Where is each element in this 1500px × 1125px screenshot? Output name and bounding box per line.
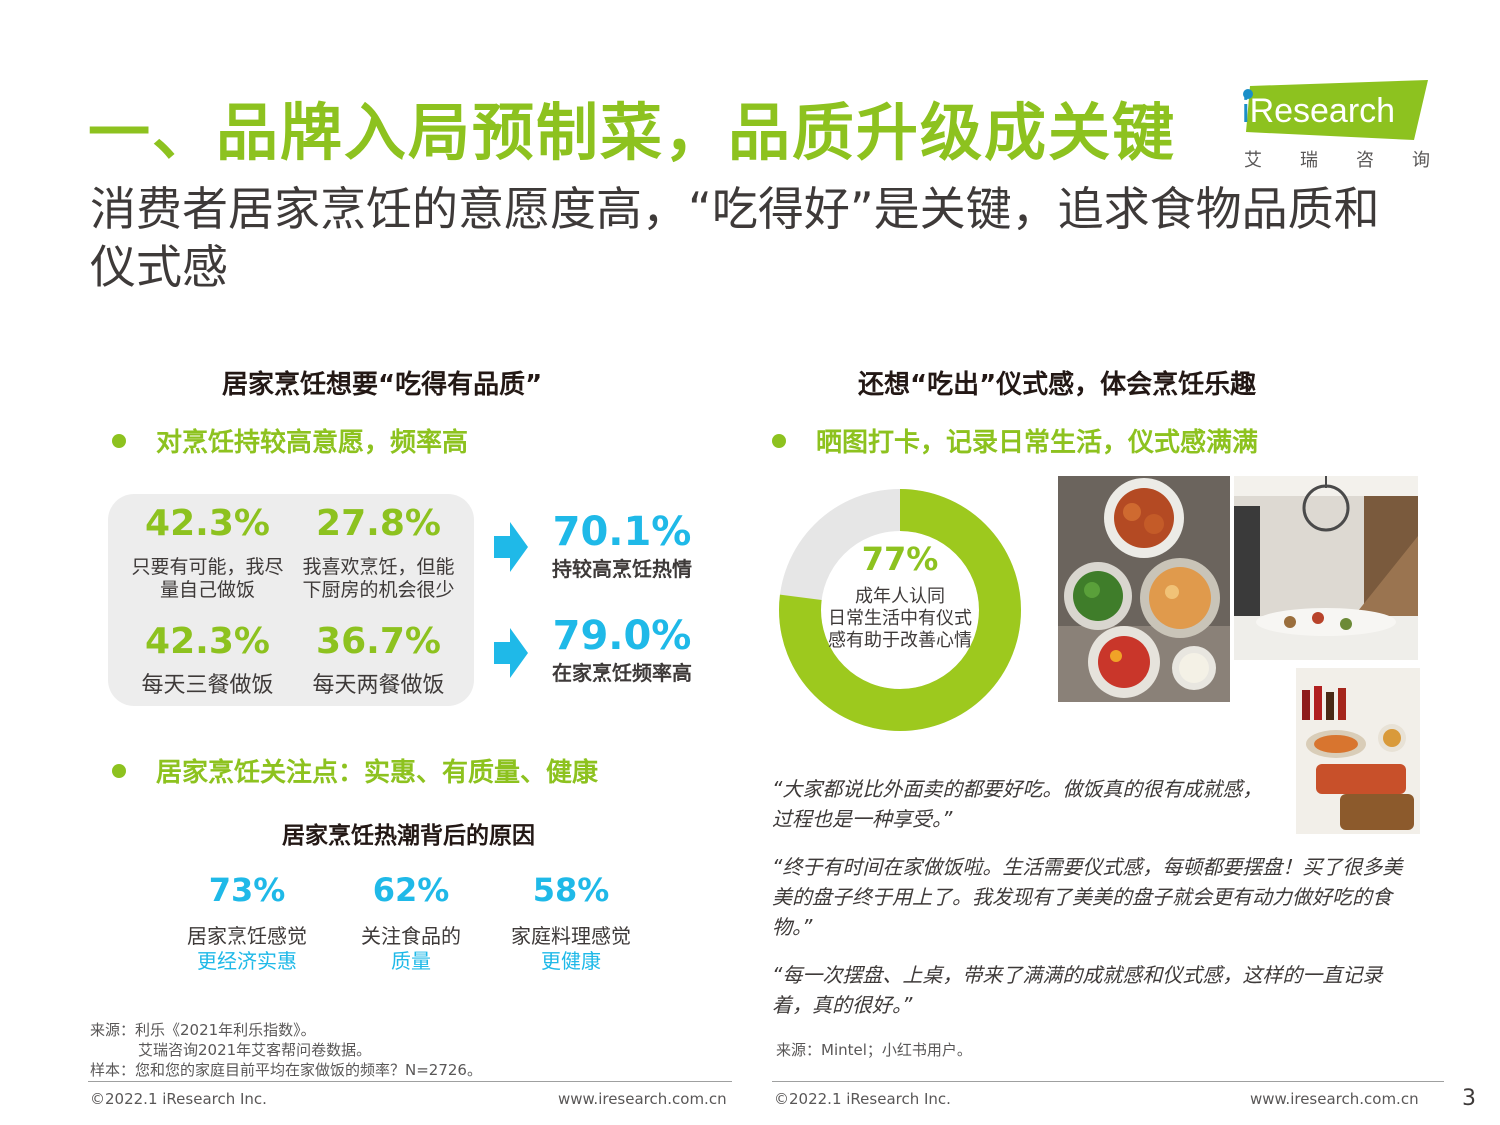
quote-1: “大家都说比外面卖的都要好吃。做饭真的很有成就感，过程也是一种享受。”	[772, 777, 1263, 831]
donut-caption-line: 成年人认同	[855, 586, 945, 607]
donut-caption: 成年人认同 日常生活中有仪式 感有助于改善心情	[800, 586, 1000, 652]
footer-url-left: www.iresearch.com.cn	[558, 1090, 727, 1108]
donut-percent: 77%	[861, 540, 939, 578]
quote-2: “终于有时间在家做饭啦。生活需要仪式感，每顿都要摆盘！买了很多美美的盘子终于用上…	[772, 855, 1403, 939]
page-title: 一、品牌入局预制菜，品质升级成关键	[88, 96, 1177, 169]
stat-percent: 42.3%	[145, 621, 270, 662]
table-dishes-photo-art	[1296, 668, 1420, 834]
footer-url-right: www.iresearch.com.cn	[1250, 1090, 1419, 1108]
result-label: 在家烹饪频率高	[552, 661, 692, 685]
result-percent: 70.1%	[552, 509, 692, 555]
left-source: 来源：利乐《2021年利乐指数》。 艾瑞咨询2021年艾客帮问卷数据。 样本：您…	[90, 1020, 482, 1080]
stat-percent: 42.3%	[145, 503, 270, 544]
donut-caption-line: 日常生活中有仪式	[828, 608, 972, 629]
donut-chart	[779, 489, 1021, 731]
logo-plate-shape	[1243, 80, 1428, 140]
reason-percent: 58%	[532, 871, 610, 909]
stat-description: 我喜欢烹饪，但能 下厨房的机会很少	[291, 556, 466, 602]
page-subtitle: 消费者居家烹饪的意愿度高，“吃得好”是关键，追求食物品质和仪式感	[90, 182, 1380, 294]
stat-desc-line: 我喜欢烹饪，但能	[302, 556, 455, 578]
reason-block: 58% 家庭料理感觉 更健康	[486, 870, 656, 974]
source-line: 艾瑞咨询2021年艾客帮问卷数据。	[138, 1041, 372, 1059]
right-source: 来源：Mintel；小红书用户。	[776, 1041, 972, 1059]
result-block: 70.1% 持较高烹饪热情	[542, 508, 702, 582]
donut-caption-line: 感有助于改善心情	[828, 630, 972, 651]
stat-desc-line: 只要有可能，我尽	[131, 556, 284, 578]
stat-box: 42.3% 只要有可能，我尽 量自己做饭 27.8% 我喜欢烹饪，但能 下厨房的…	[108, 494, 474, 706]
result-percent: 79.0%	[552, 613, 692, 659]
left-bullet-2: 居家烹饪关注点：实惠、有质量、健康	[112, 752, 598, 789]
result-label: 持较高烹饪热情	[552, 557, 692, 581]
logo-cn-char: 询	[1412, 150, 1430, 171]
stat-description: 每天两餐做饭	[312, 673, 445, 698]
stat-percent: 27.8%	[316, 503, 441, 544]
dining-room-photo	[1234, 476, 1418, 660]
arrow-right-icon	[494, 628, 528, 678]
logo-wordmark: iResearch	[1242, 92, 1395, 131]
logo-cn-char: 艾	[1244, 150, 1262, 171]
stat-desc-line: 量自己做饭	[159, 579, 255, 601]
source-line: 样本：您和您的家庭目前平均在家做饭的频率？N=2726。	[90, 1061, 482, 1079]
right-section-heading: 还想“吃出”仪式感，体会烹饪乐趣	[858, 370, 1257, 400]
quote-3: “每一次摆盘、上桌，带来了满满的成就感和仪式感，这样的一直记录着，真的很好。”	[772, 963, 1383, 1017]
stat-cell: 42.3% 每天三餐做饭	[120, 620, 295, 700]
stat-description: 只要有可能，我尽 量自己做饭	[120, 556, 295, 602]
stat-desc-line: 下厨房的机会很少	[302, 579, 455, 601]
logo-cn-text: 艾 瑞 咨 询	[1244, 146, 1430, 172]
logo-cn-char: 咨	[1356, 150, 1374, 171]
footer-divider-left	[88, 1081, 732, 1082]
footer-copyright-right: ©2022.1 iResearch Inc.	[774, 1090, 951, 1108]
bullet-dot-icon	[112, 433, 126, 448]
reason-highlight: 更健康	[541, 949, 601, 973]
logo-i: i	[1242, 92, 1250, 130]
left-bullet-2-text: 居家烹饪关注点：实惠、有质量、健康	[156, 758, 599, 788]
reason-highlight: 质量	[391, 949, 431, 973]
logo-research: Research	[1249, 92, 1396, 130]
table-dishes-photo	[1296, 668, 1420, 834]
food-photo-plates-art	[1058, 476, 1230, 702]
reason-line: 关注食品的	[361, 924, 461, 948]
page-number: 3	[1462, 1086, 1476, 1111]
left-bullet-1-text: 对烹饪持较高意愿，频率高	[156, 428, 469, 458]
iresearch-logo: iResearch 艾 瑞 咨 询	[1242, 80, 1432, 172]
donut-value-arc	[779, 489, 1021, 731]
reason-percent: 62%	[372, 871, 450, 909]
source-line: 来源：利乐《2021年利乐指数》。	[90, 1021, 316, 1039]
stat-description: 每天三餐做饭	[141, 673, 274, 698]
stat-cell: 36.7% 每天两餐做饭	[291, 620, 466, 700]
reason-block: 73% 居家烹饪感觉 更经济实惠	[162, 870, 332, 974]
reasons-heading: 居家烹饪热潮背后的原因	[282, 823, 535, 849]
stat-percent: 36.7%	[316, 621, 441, 662]
right-bullet-1: 晒图打卡，记录日常生活，仪式感满满	[772, 422, 1258, 459]
dining-room-photo-art	[1234, 476, 1418, 660]
bullet-dot-icon	[772, 433, 786, 448]
reason-block: 62% 关注食品的 质量	[326, 870, 496, 974]
reason-percent: 73%	[208, 871, 286, 909]
logo-cn-char: 瑞	[1300, 150, 1318, 171]
left-bullet-1: 对烹饪持较高意愿，频率高	[112, 422, 468, 459]
reason-line: 居家烹饪感觉	[187, 924, 307, 948]
stat-cell: 27.8% 我喜欢烹饪，但能 下厨房的机会很少	[291, 502, 466, 602]
stat-cell: 42.3% 只要有可能，我尽 量自己做饭	[120, 502, 295, 602]
reason-line: 家庭料理感觉	[511, 924, 631, 948]
footer-copyright-left: ©2022.1 iResearch Inc.	[90, 1090, 267, 1108]
right-bullet-1-text: 晒图打卡，记录日常生活，仪式感满满	[816, 428, 1259, 458]
bullet-dot-icon	[112, 763, 126, 778]
food-photo-plates	[1058, 476, 1230, 702]
left-section-heading: 居家烹饪想要“吃得有品质”	[222, 370, 543, 400]
reason-highlight: 更经济实惠	[197, 949, 297, 973]
arrow-right-icon	[494, 522, 528, 572]
footer-divider-right	[772, 1081, 1444, 1082]
result-block: 79.0% 在家烹饪频率高	[542, 612, 702, 686]
